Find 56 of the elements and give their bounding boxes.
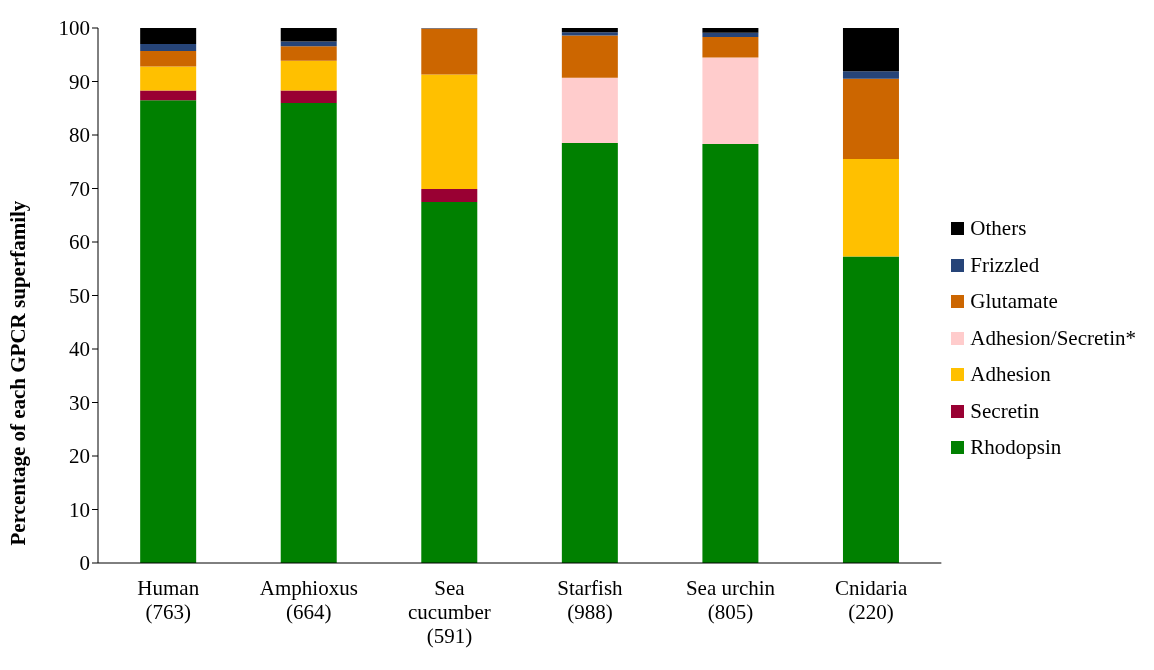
y-tick-label: 100 (58, 16, 90, 41)
bar (140, 44, 197, 52)
legend-label: Frizzled (970, 252, 1040, 278)
bar (280, 60, 337, 91)
bar (280, 46, 337, 61)
bar (702, 57, 759, 145)
y-tick-label: 90 (69, 69, 90, 94)
x-tick-label: Sea urchin (805) (685, 576, 776, 624)
bar (421, 74, 478, 190)
y-tick-label: 40 (69, 337, 90, 362)
bar (702, 32, 759, 38)
y-tick-label: 10 (69, 497, 90, 522)
bar (561, 143, 618, 563)
bar (561, 35, 618, 78)
bar (561, 32, 618, 36)
bar (280, 28, 337, 42)
y-axis-title: Percentage of each GPCR superfamily (6, 200, 31, 546)
legend-label: Others (970, 216, 1027, 241)
bar (702, 37, 759, 58)
y-tick-label: 70 (69, 176, 90, 201)
bar (140, 100, 197, 563)
bar (842, 159, 899, 257)
y-tick-label: 60 (69, 230, 90, 255)
bar (140, 28, 197, 45)
bar (421, 28, 478, 75)
bar (280, 102, 337, 563)
bar (842, 28, 899, 72)
bar (842, 256, 899, 563)
bar (140, 90, 197, 101)
bar (421, 201, 478, 563)
y-tick-label: 30 (69, 390, 90, 415)
y-tick-label: 0 (79, 551, 90, 576)
x-tick-label: Starfish (988) (557, 576, 624, 624)
legend-label: Glutamate (970, 289, 1058, 314)
bar (140, 66, 197, 91)
legend-label: Rhodopsin (970, 435, 1062, 460)
bar (561, 28, 618, 33)
bar (702, 144, 759, 563)
y-tick-label: 50 (69, 283, 90, 308)
legend-label: Adhesion (970, 362, 1051, 387)
bar (561, 77, 618, 144)
legend-label: Secretin (970, 398, 1040, 424)
bar (280, 41, 337, 47)
bar (702, 28, 759, 33)
bar (280, 90, 337, 103)
bar (421, 189, 478, 202)
legend-label: Adhesion/Secretin* (970, 325, 1136, 351)
y-tick-label: 20 (69, 444, 90, 469)
y-tick-label: 80 (69, 123, 90, 148)
x-tick-label: Human (763) (137, 576, 200, 624)
bar (842, 71, 899, 79)
bar (140, 51, 197, 67)
bar (842, 78, 899, 160)
x-tick-label: Cnidaria (220) (834, 576, 908, 624)
x-tick-label: Sea cucumber (591) (408, 576, 491, 648)
x-tick-label: Amphioxus (664) (259, 576, 358, 624)
